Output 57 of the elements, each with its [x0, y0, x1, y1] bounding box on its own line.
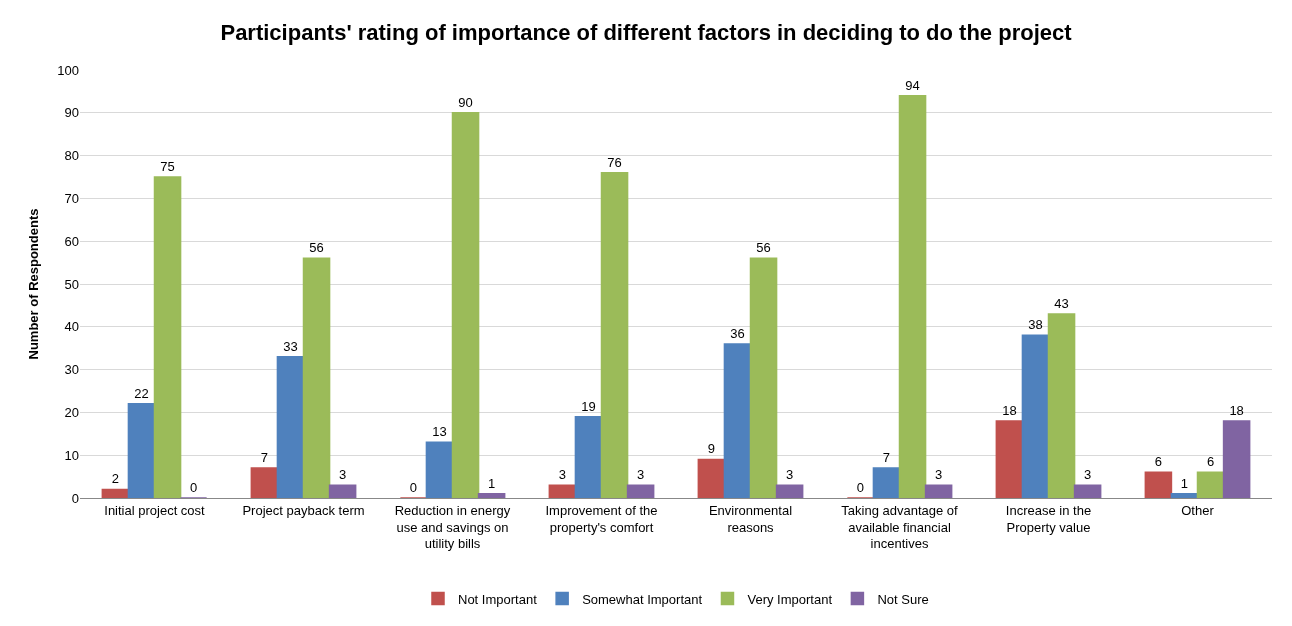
- y-tick-label: 50: [64, 276, 79, 292]
- data-label: 6: [1206, 454, 1215, 470]
- data-label: 33: [283, 338, 298, 354]
- data-label: 75: [160, 159, 175, 174]
- data-label: 56: [309, 240, 324, 256]
- data-label: 3: [339, 467, 347, 483]
- x-tick-label: Reduction in energy use and savings on utility bills: [394, 502, 511, 552]
- chart-title: Participants' rating of importance of different factors in deciding to do the project: [220, 20, 1073, 46]
- data-label: 3: [935, 467, 943, 483]
- data-label: 1: [1180, 475, 1189, 491]
- data-label: 13: [432, 424, 447, 440]
- data-label: 90: [458, 94, 473, 110]
- data-label: 3: [786, 467, 794, 483]
- data-label: 6: [1154, 454, 1163, 470]
- legend-label: Not Sure: [877, 591, 929, 607]
- data-label: 38: [1028, 317, 1043, 333]
- x-tick-label: Project payback term: [242, 502, 365, 518]
- data-label: 7: [260, 450, 269, 466]
- data-label: 0: [856, 480, 865, 495]
- y-tick-label: 20: [64, 404, 79, 420]
- data-label: 43: [1054, 295, 1069, 311]
- legend-label: Very Important: [747, 591, 833, 607]
- data-label: 36: [730, 325, 745, 341]
- y-tick-label: 60: [64, 233, 79, 249]
- legend-label: Not Important: [458, 591, 538, 607]
- data-label: 3: [637, 467, 645, 483]
- y-tick-label: 80: [64, 148, 79, 164]
- x-tick-label: Improvement of the property's comfort: [545, 502, 658, 535]
- y-tick-label: 100: [57, 62, 79, 78]
- legend-label: Somewhat Important: [582, 591, 703, 607]
- data-label: 76: [607, 154, 622, 170]
- data-label: 19: [581, 398, 596, 414]
- x-tick-label: Initial project cost: [104, 502, 206, 518]
- data-label: 22: [134, 385, 149, 401]
- data-label: 2: [111, 471, 120, 487]
- data-label: 0: [409, 480, 418, 495]
- y-axis-title: Number of Respondents: [26, 208, 42, 360]
- y-tick-label: 70: [64, 190, 79, 206]
- data-label: 3: [1084, 467, 1092, 483]
- x-tick-label: Increase in the Property value: [1005, 502, 1092, 535]
- data-label: 1: [488, 475, 496, 491]
- data-label: 0: [189, 480, 198, 495]
- y-tick-label: 40: [64, 319, 79, 335]
- y-tick-label: 30: [64, 362, 79, 378]
- data-label: 56: [756, 240, 771, 256]
- data-label: 18: [1229, 402, 1244, 418]
- y-tick-label: 90: [64, 105, 79, 121]
- y-tick-label: 10: [64, 447, 79, 463]
- data-label: 3: [558, 467, 566, 483]
- x-tick-label: Taking advantage of available financial incentives: [841, 502, 959, 552]
- data-label: 18: [1002, 402, 1017, 418]
- data-label: 94: [905, 77, 920, 93]
- data-label: 9: [707, 441, 715, 457]
- data-label: 7: [882, 450, 891, 466]
- y-tick-label: 0: [71, 490, 79, 506]
- x-tick-label: Environmental reasons: [708, 502, 793, 535]
- x-tick-label: Other: [1181, 502, 1215, 518]
